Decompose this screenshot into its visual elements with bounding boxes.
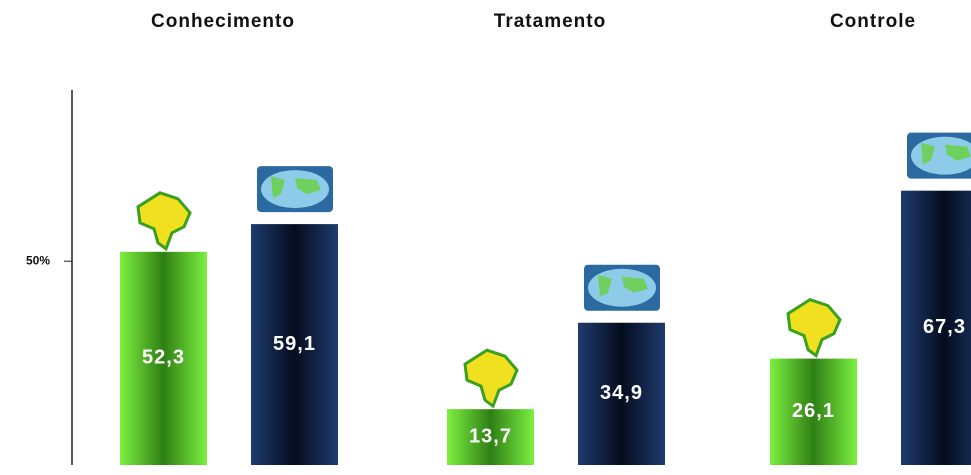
bar [251,224,338,465]
value-label: 52,3 [142,347,185,369]
bar [120,251,207,465]
category-title: Tratamento [494,11,606,32]
bar [578,322,665,465]
value-label: 59,1 [273,333,316,355]
bar [770,358,857,465]
brazil-icon [463,348,519,409]
value-label: 13,7 [469,425,512,447]
value-label: 26,1 [792,400,835,422]
bar [901,190,971,465]
brazil-icon [136,191,192,252]
category-title: Conhecimento [151,11,295,32]
value-label: 67,3 [923,316,966,338]
world-icon-land [598,274,648,297]
category-title: Controle [830,11,916,32]
world-icon-land [921,142,971,165]
bar [447,409,534,465]
world-icon-land [271,176,321,199]
y-tick-label: 50% [26,253,50,267]
value-label: 34,9 [600,382,643,404]
brazil-icon [786,297,842,359]
